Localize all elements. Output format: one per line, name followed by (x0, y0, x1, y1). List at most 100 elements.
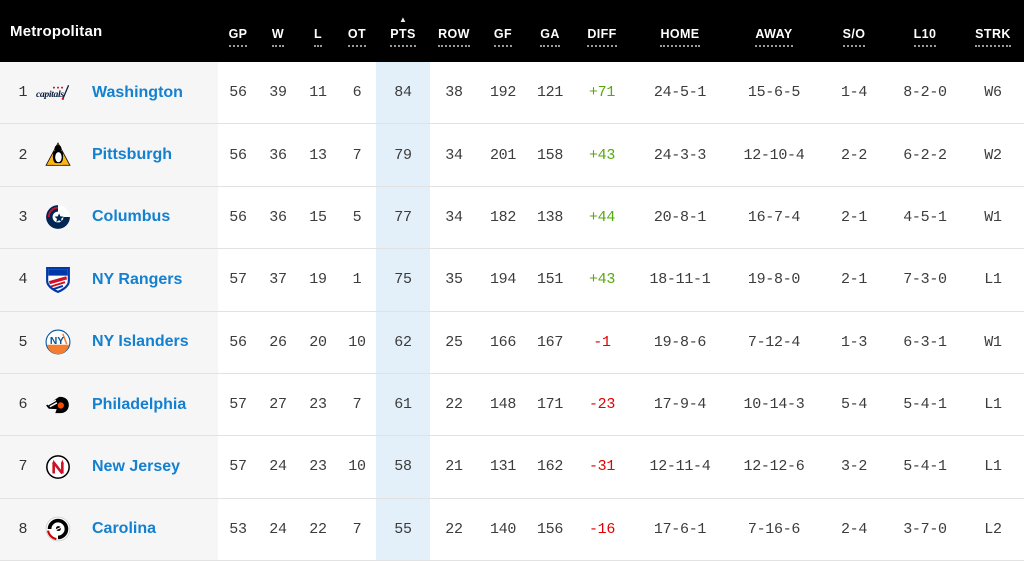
stat-value: 19-8-6 (653, 333, 707, 351)
team-link[interactable]: Philadelphia (92, 395, 187, 413)
stat-ot: 1 (338, 249, 376, 310)
stat-value: 36 (269, 208, 287, 226)
column-header-l[interactable]: L (298, 0, 338, 62)
stat-so: 1-3 (820, 312, 888, 373)
stat-ot: 7 (338, 124, 376, 185)
team-link[interactable]: NY Rangers (92, 270, 183, 288)
stat-home: 12-11-4 (632, 436, 728, 497)
column-header-gf[interactable]: GF (478, 0, 528, 62)
bluejackets-logo[interactable] (36, 204, 80, 230)
stat-value: 167 (536, 333, 564, 351)
team-cell: 8 Carolina (0, 498, 218, 560)
stat-value: 10 (348, 458, 366, 476)
column-header-label: GA (540, 27, 560, 47)
team-link[interactable]: Carolina (92, 520, 157, 538)
stat-value: 22 (309, 520, 327, 538)
devils-logo[interactable] (36, 454, 80, 480)
stat-value: 3-2 (840, 458, 868, 476)
column-header-row[interactable]: ROW (430, 0, 478, 62)
team-link[interactable]: Pittsburgh (92, 146, 172, 164)
column-header-gp[interactable]: GP (218, 0, 258, 62)
rangers-logo[interactable] (36, 266, 80, 293)
column-header-ga[interactable]: GA (528, 0, 572, 62)
stat-value: 140 (489, 520, 517, 538)
stat-away: 12-12-6 (728, 436, 820, 497)
stat-away: 16-7-4 (728, 187, 820, 248)
stat-w: 27 (258, 374, 298, 435)
stat-value: 162 (536, 458, 564, 476)
stat-value: 5-4-1 (903, 458, 947, 476)
stat-value: 7 (352, 146, 362, 164)
column-header-ot[interactable]: OT (338, 0, 376, 62)
stat-value: 84 (394, 84, 412, 102)
column-header-so[interactable]: S/O (820, 0, 888, 62)
stat-value: -1 (593, 333, 611, 351)
column-header-l10[interactable]: L10 (888, 0, 962, 62)
stat-ot: 10 (338, 436, 376, 497)
stat-value: 10 (348, 333, 366, 351)
stat-value: 56 (229, 333, 247, 351)
stat-value: 26 (269, 333, 287, 351)
capitals-logo[interactable]: capitals (36, 83, 80, 103)
stat-value: 13 (309, 146, 327, 164)
hurricanes-logo[interactable] (36, 516, 80, 542)
stat-value: 57 (229, 458, 247, 476)
column-header-w[interactable]: W (258, 0, 298, 62)
team-link[interactable]: New Jersey (92, 457, 181, 475)
flyers-logo[interactable] (36, 392, 80, 418)
stat-value: 79 (394, 146, 412, 164)
stat-value: 2-2 (840, 146, 868, 164)
column-header-away[interactable]: AWAY (728, 0, 820, 62)
stat-value: 36 (269, 146, 287, 164)
islanders-logo[interactable]: NY (36, 329, 80, 355)
table-header: Metropolitan GP W L OT ▲ PTS ROW GF GA D… (0, 0, 1024, 62)
stat-gf: 166 (478, 312, 528, 373)
stat-pts: 75 (376, 249, 430, 311)
stat-value: 121 (536, 84, 564, 102)
penguins-logo[interactable] (36, 142, 80, 168)
stat-home: 19-8-6 (632, 312, 728, 373)
stat-value: W2 (984, 146, 1002, 164)
stat-value: 2-1 (840, 271, 868, 289)
rank: 5 (18, 333, 28, 351)
stat-w: 26 (258, 312, 298, 373)
stat-value: 53 (229, 520, 247, 538)
team-link[interactable]: NY Islanders (92, 333, 189, 351)
stat-value: 7 (352, 396, 362, 414)
column-header-home[interactable]: HOME (632, 0, 728, 62)
stat-value: -16 (588, 520, 616, 538)
stat-value: 23 (309, 396, 327, 414)
stat-ot: 7 (338, 499, 376, 560)
rank: 2 (18, 146, 28, 164)
team-link[interactable]: Columbus (92, 208, 171, 226)
stat-value: 19-8-0 (747, 271, 801, 289)
stat-value: 34 (445, 208, 463, 226)
stat-value: 1-3 (840, 333, 868, 351)
stat-value: 8-2-0 (903, 84, 947, 102)
team-cell: 1 capitals Washington (0, 62, 218, 124)
stat-value: 131 (489, 458, 517, 476)
stat-w: 36 (258, 124, 298, 185)
stat-value: 2-1 (840, 208, 868, 226)
stat-gf: 201 (478, 124, 528, 185)
stat-ga: 162 (528, 436, 572, 497)
stat-gp: 57 (218, 374, 258, 435)
column-header-diff[interactable]: DIFF (572, 0, 632, 62)
stat-home: 17-9-4 (632, 374, 728, 435)
stat-ga: 167 (528, 312, 572, 373)
stat-away: 15-6-5 (728, 62, 820, 123)
team-cell: 6 Philadelphia (0, 373, 218, 436)
stat-strk: W1 (962, 312, 1024, 373)
stat-diff: +43 (572, 124, 632, 185)
stat-pts: 55 (376, 498, 430, 560)
column-header-strk[interactable]: STRK (962, 0, 1024, 62)
stat-strk: L1 (962, 249, 1024, 310)
column-header-pts[interactable]: ▲ PTS (376, 0, 430, 62)
team-link[interactable]: Washington (92, 83, 183, 101)
column-header-label: OT (347, 27, 367, 47)
table-row: 8 Carolina 53 24 22 7 55 22 140 156 -16 17-6-1 7-1… (0, 498, 1024, 561)
column-header-label: GP (228, 27, 248, 47)
stat-value: 7-3-0 (903, 271, 947, 289)
stat-home: 24-5-1 (632, 62, 728, 123)
